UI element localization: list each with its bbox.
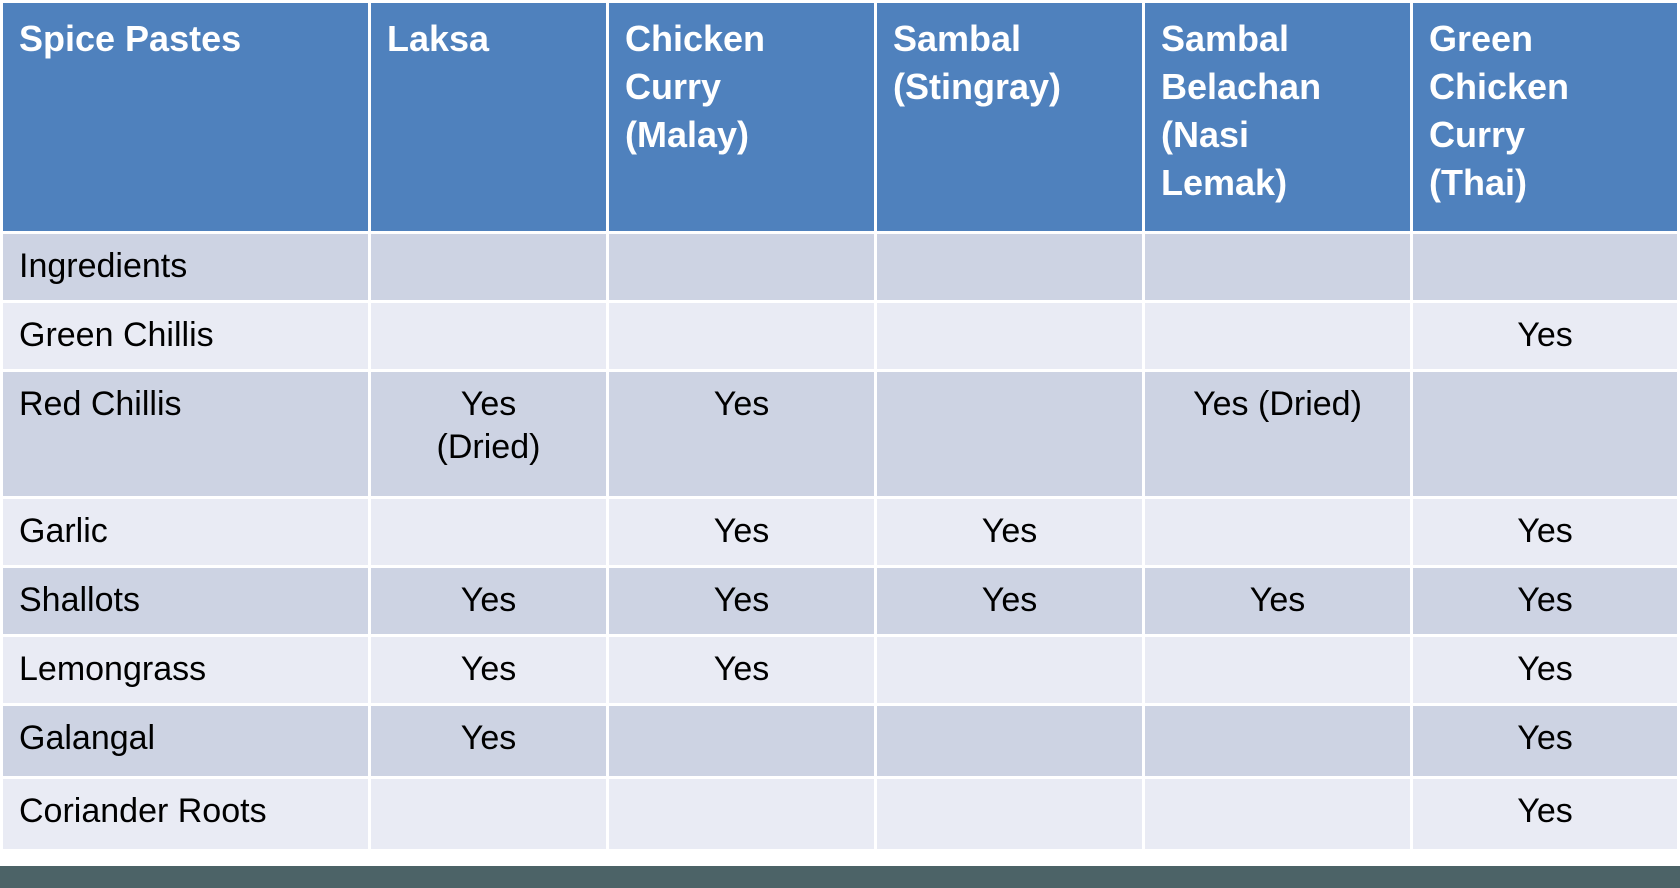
header-cell: Chicken Curry (Malay)	[609, 3, 874, 231]
table-row: Coriander Roots Yes	[3, 779, 1677, 849]
cell-value	[1145, 499, 1410, 565]
table-row: Shallots Yes Yes Yes Yes Yes	[3, 568, 1677, 634]
cell-value	[1413, 372, 1677, 496]
table-row: Ingredients	[3, 234, 1677, 300]
table-row: Lemongrass Yes Yes Yes	[3, 637, 1677, 703]
cell-value	[609, 706, 874, 776]
table-row: Red Chillis Yes (Dried) Yes Yes (Dried)	[3, 372, 1677, 496]
cell-value: Yes	[1413, 706, 1677, 776]
header-cell-spice-pastes: Spice Pastes	[3, 3, 368, 231]
footer-bar	[0, 866, 1680, 888]
cell-value	[877, 372, 1142, 496]
cell-value: Yes	[1413, 637, 1677, 703]
cell-value	[1145, 779, 1410, 849]
header-cell: Sambal Belachan (Nasi Lemak)	[1145, 3, 1410, 231]
cell-value	[877, 779, 1142, 849]
table-row: Galangal Yes Yes	[3, 706, 1677, 776]
cell-value	[609, 303, 874, 369]
cell-value: Yes	[609, 372, 874, 496]
row-label: Coriander Roots	[3, 779, 368, 849]
cell-value	[1413, 234, 1677, 300]
cell-value	[877, 706, 1142, 776]
header-cell: Green Chicken Curry (Thai)	[1413, 3, 1677, 231]
cell-value	[1145, 637, 1410, 703]
cell-value	[609, 779, 874, 849]
header-cell: Laksa	[371, 3, 606, 231]
cell-value	[609, 234, 874, 300]
row-label: Green Chillis	[3, 303, 368, 369]
cell-value: Yes	[1413, 303, 1677, 369]
cell-value: Yes	[609, 499, 874, 565]
cell-value	[371, 499, 606, 565]
cell-value	[1145, 303, 1410, 369]
row-label: Garlic	[3, 499, 368, 565]
cell-value: Yes (Dried)	[1145, 372, 1410, 496]
row-label: Lemongrass	[3, 637, 368, 703]
cell-value	[1145, 234, 1410, 300]
table-body: Ingredients Green Chillis Yes Red Chillis Ye…	[3, 234, 1677, 849]
cell-value: Yes	[371, 706, 606, 776]
cell-value	[371, 234, 606, 300]
cell-value: Yes	[371, 637, 606, 703]
row-label: Shallots	[3, 568, 368, 634]
cell-value	[877, 637, 1142, 703]
cell-value: Yes	[877, 568, 1142, 634]
cell-value: Yes	[877, 499, 1142, 565]
cell-value: Yes	[371, 568, 606, 634]
row-label: Ingredients	[3, 234, 368, 300]
cell-value: Yes (Dried)	[371, 372, 606, 496]
cell-value	[1145, 706, 1410, 776]
header-cell: Sambal (Stingray)	[877, 3, 1142, 231]
cell-value: Yes	[609, 637, 874, 703]
cell-value	[371, 303, 606, 369]
table-row: Green Chillis Yes	[3, 303, 1677, 369]
cell-value: Yes	[609, 568, 874, 634]
cell-value: Yes	[1145, 568, 1410, 634]
cell-value: Yes	[1413, 499, 1677, 565]
row-label: Red Chillis	[3, 372, 368, 496]
cell-value	[877, 234, 1142, 300]
cell-value	[877, 303, 1142, 369]
cell-value	[371, 779, 606, 849]
table-row: Garlic Yes Yes Yes	[3, 499, 1677, 565]
spice-pastes-table: Spice Pastes Laksa Chicken Curry (Malay) S…	[3, 3, 1677, 849]
row-label: Galangal	[3, 706, 368, 776]
cell-value: Yes	[1413, 779, 1677, 849]
cell-value: Yes	[1413, 568, 1677, 634]
header-row: Spice Pastes Laksa Chicken Curry (Malay) S…	[3, 3, 1677, 231]
